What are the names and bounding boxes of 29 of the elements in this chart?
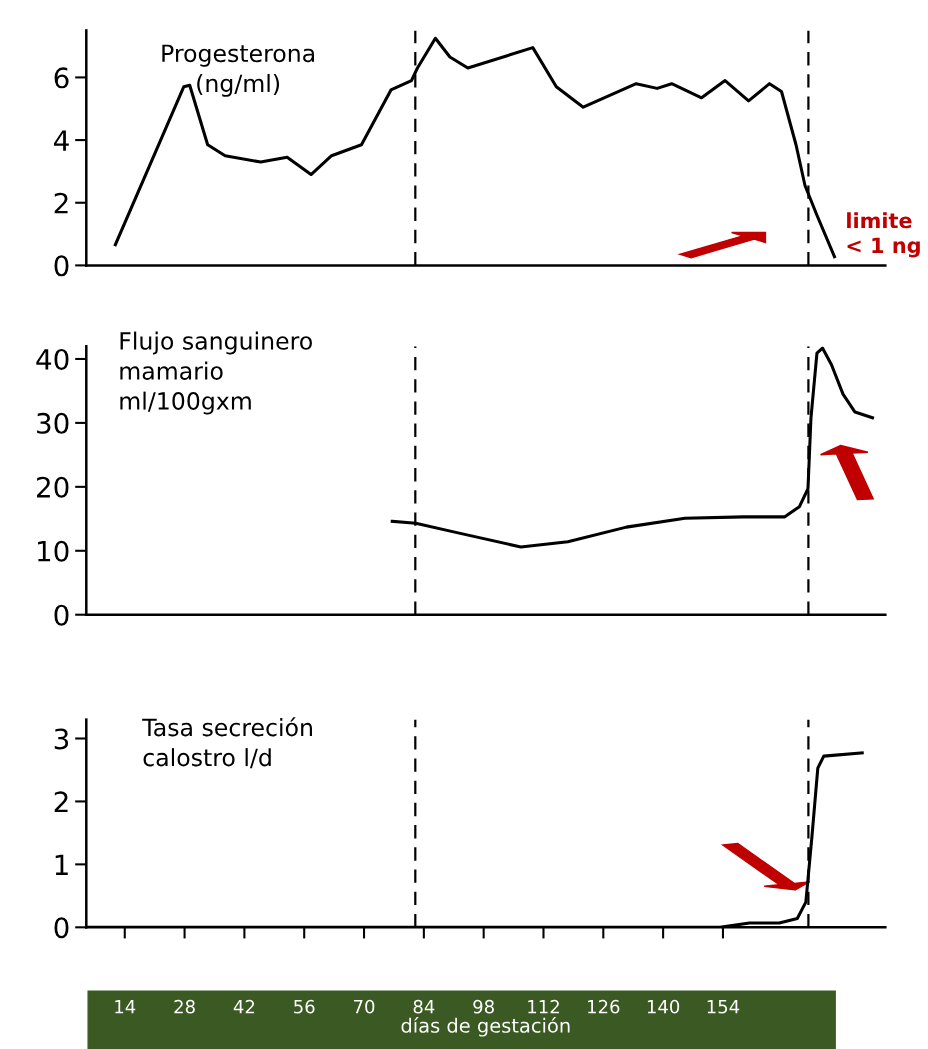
x-tick-label: 56 (294, 999, 315, 1014)
x-tick-label: 70 (354, 999, 375, 1014)
y-tick-label: 2 (54, 791, 68, 812)
x-tick-label: 14 (115, 1000, 136, 1014)
y-tick-label: 30 (37, 412, 69, 434)
x-tick-label: 84 (413, 999, 435, 1014)
x-tick-label: 126 (588, 999, 620, 1014)
text: Flujo sanguinero mamario ml/100gxm (120, 331, 312, 415)
y-tick-label: 20 (37, 476, 69, 498)
x-tick-label: 112 (528, 999, 559, 1014)
annotation: limite < 1 ng (847, 212, 920, 258)
text: Progesterona (ng/ml) (162, 44, 315, 97)
x-tick-label: 28 (174, 999, 195, 1014)
x-tick-label: 140 (647, 999, 680, 1014)
chart-title: Tasa secreción calostro l/d (142, 717, 312, 769)
y-tick-label: 6 (54, 67, 69, 89)
y-tick-label: 0 (54, 917, 69, 939)
x-tick-label: 154 (707, 1000, 740, 1014)
y-tick-label: 0 (54, 604, 69, 626)
y-tick-label: 2 (54, 192, 68, 214)
y-tick-label: 3 (54, 728, 69, 750)
y-tick-label: 1 (55, 854, 68, 875)
y-tick-label: 40 (36, 348, 69, 370)
y-tick-label: 0 (54, 255, 69, 277)
x-axis-title: días de gestación (401, 1017, 570, 1037)
y-tick-label: 4 (54, 130, 69, 151)
y-tick-label: 10 (38, 540, 69, 562)
x-tick-label: 98 (473, 999, 494, 1014)
x-tick-label: 42 (233, 999, 255, 1014)
